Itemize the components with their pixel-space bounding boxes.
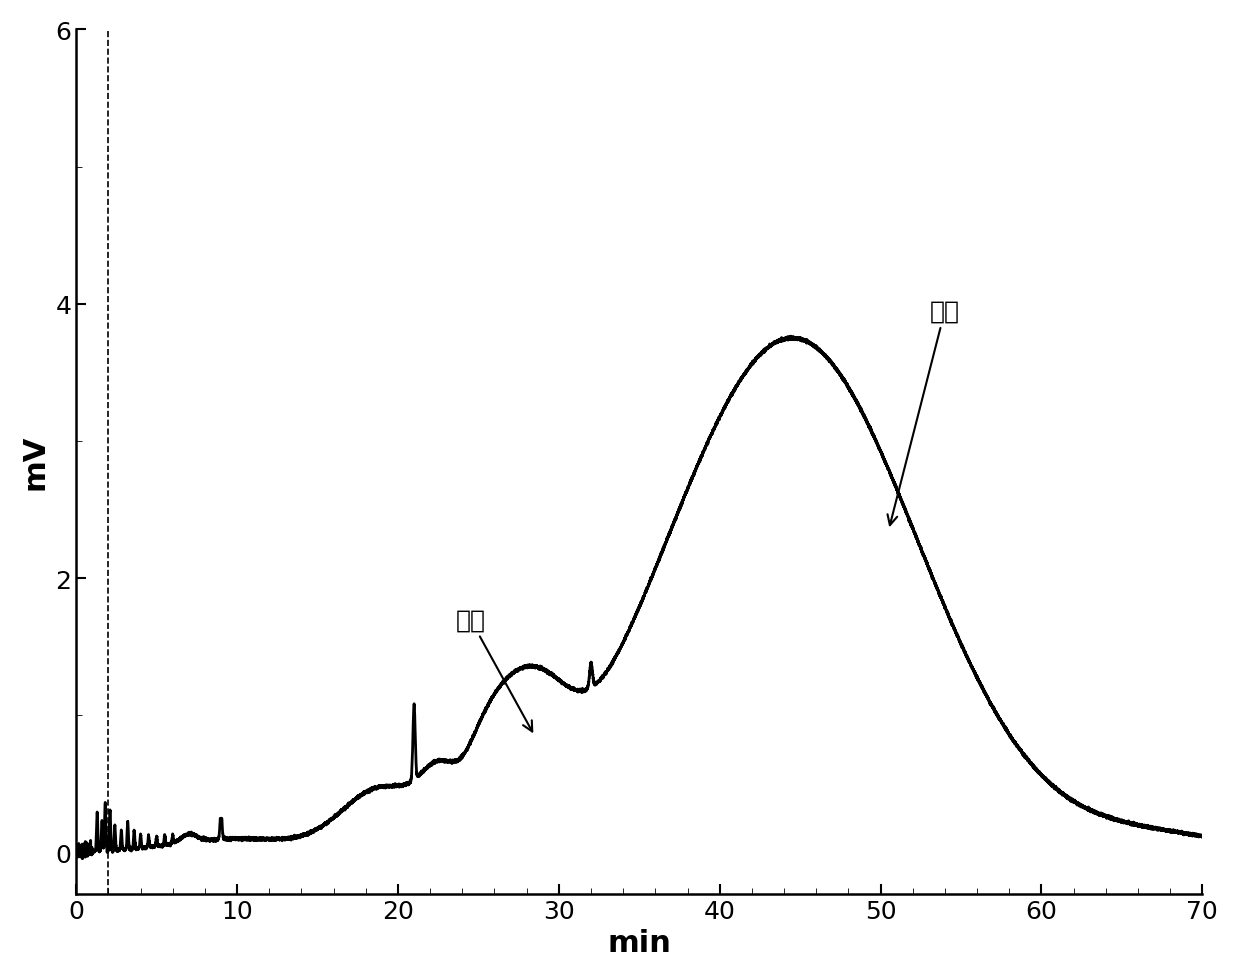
Text: 顺式: 顺式 [887, 299, 960, 525]
Text: 反式: 反式 [456, 607, 533, 732]
Y-axis label: mV: mV [21, 434, 50, 490]
X-axis label: min: min [607, 928, 672, 957]
